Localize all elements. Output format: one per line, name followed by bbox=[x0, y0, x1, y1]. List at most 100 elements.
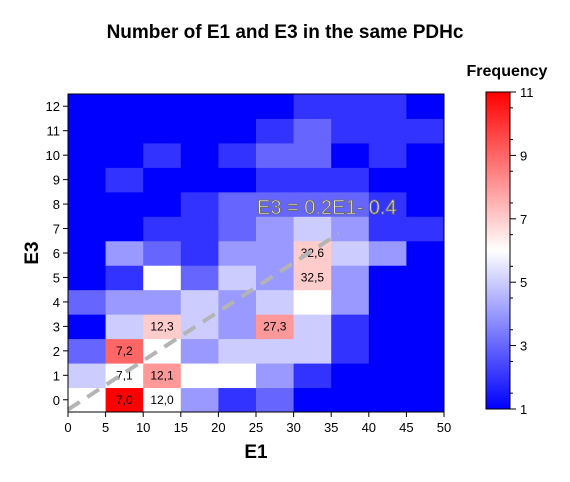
heatmap-cell bbox=[68, 265, 107, 291]
heatmap-cell bbox=[368, 118, 407, 144]
x-tick-label: 30 bbox=[286, 420, 300, 435]
y-tick-label: 12 bbox=[46, 99, 60, 114]
heatmap-cell bbox=[368, 289, 407, 315]
cell-label: 7,0 bbox=[116, 393, 133, 407]
heatmap-cell bbox=[68, 191, 107, 217]
heatmap-cell bbox=[218, 265, 257, 291]
heatmap-cell bbox=[218, 387, 257, 413]
heatmap-cell bbox=[293, 191, 332, 217]
heatmap-cell bbox=[331, 94, 370, 119]
heatmap-cell bbox=[293, 240, 332, 266]
heatmap-cell bbox=[331, 118, 370, 144]
y-tick-label: 9 bbox=[53, 173, 60, 188]
y-tick-label: 1 bbox=[53, 368, 60, 383]
heatmap-cell bbox=[256, 265, 295, 291]
heatmap-cell bbox=[218, 363, 257, 389]
heatmap-cell bbox=[368, 265, 407, 291]
y-axis-label: E3 bbox=[22, 241, 43, 264]
heatmap-cell bbox=[68, 363, 107, 389]
heatmap-cell bbox=[368, 167, 407, 193]
heatmap-cell bbox=[256, 94, 295, 119]
heatmap-cell bbox=[406, 216, 445, 242]
heatmap-cell bbox=[218, 167, 257, 193]
heatmap-cell bbox=[368, 216, 407, 242]
heatmap-cell bbox=[256, 338, 295, 364]
heatmap-cell bbox=[218, 94, 257, 119]
heatmap-cell bbox=[293, 363, 332, 389]
heatmap-cell bbox=[293, 167, 332, 193]
x-tick-label: 25 bbox=[249, 420, 263, 435]
heatmap-cell bbox=[105, 142, 144, 168]
x-tick-label: 15 bbox=[174, 420, 188, 435]
heatmap-cell bbox=[105, 387, 144, 413]
heatmap-cell bbox=[218, 142, 257, 168]
heatmap-cell bbox=[331, 240, 370, 266]
heatmap-cell bbox=[68, 314, 107, 340]
heatmap-cell bbox=[256, 387, 295, 413]
heatmap-cell bbox=[143, 338, 182, 364]
cell-label: 12,0 bbox=[150, 393, 174, 407]
heatmap-cell bbox=[105, 167, 144, 193]
x-axis: 0 5 10 15 20 25 30 35 40 45 50 bbox=[64, 412, 451, 435]
colorbar-tick-label: 9 bbox=[520, 148, 527, 163]
heatmap-cell bbox=[218, 240, 257, 266]
heatmap-cell bbox=[293, 142, 332, 168]
x-tick-label: 20 bbox=[211, 420, 225, 435]
heatmap-cell bbox=[406, 387, 445, 413]
heatmap-cell bbox=[180, 216, 219, 242]
heatmap-cell bbox=[180, 314, 219, 340]
chart-title: Number of E1 and E3 in the same PDHc bbox=[106, 22, 464, 43]
heatmap-cell bbox=[256, 314, 295, 340]
heatmap-cell bbox=[180, 265, 219, 291]
colorbar bbox=[485, 91, 511, 410]
heatmap-cell bbox=[368, 387, 407, 413]
heatmap-cell bbox=[105, 118, 144, 144]
colorbar-tick-label: 3 bbox=[520, 339, 527, 354]
y-tick-label: 5 bbox=[53, 270, 60, 285]
heatmap-cell bbox=[406, 338, 445, 364]
heatmap-cell bbox=[180, 167, 219, 193]
heatmap-cell bbox=[218, 289, 257, 315]
heatmap-cell bbox=[180, 289, 219, 315]
colorbar-tick-label: 7 bbox=[520, 212, 527, 227]
heatmap-cell bbox=[368, 94, 407, 119]
y-tick-label: 4 bbox=[53, 295, 60, 310]
heatmap-cell bbox=[180, 142, 219, 168]
heatmap-cell bbox=[105, 265, 144, 291]
heatmap-cell bbox=[68, 338, 107, 364]
colorbar-title: Frequency bbox=[466, 63, 548, 80]
heatmap-cell bbox=[406, 167, 445, 193]
heatmap-cell bbox=[218, 191, 257, 217]
heatmap-cell bbox=[406, 289, 445, 315]
heatmap-cell bbox=[293, 216, 332, 242]
x-tick-label: 45 bbox=[399, 420, 413, 435]
heatmap-cell bbox=[68, 94, 107, 119]
cell-label: 27,3 bbox=[263, 319, 287, 333]
x-tick-label: 10 bbox=[136, 420, 150, 435]
heatmap-cell bbox=[406, 142, 445, 168]
heatmap-cell bbox=[143, 240, 182, 266]
heatmap-cell bbox=[406, 314, 445, 340]
heatmap-cell bbox=[68, 240, 107, 266]
heatmap-cell bbox=[331, 265, 370, 291]
y-tick-label: 10 bbox=[46, 148, 60, 163]
y-tick-label: 8 bbox=[53, 197, 60, 212]
heatmap-cell bbox=[143, 387, 182, 413]
heatmap-cell bbox=[293, 387, 332, 413]
y-tick-label: 6 bbox=[53, 246, 60, 261]
heatmap-cell bbox=[406, 265, 445, 291]
heatmap-cell bbox=[293, 265, 332, 291]
heatmap-cell bbox=[331, 167, 370, 193]
heatmap-cell bbox=[105, 191, 144, 217]
heatmap-cell bbox=[331, 191, 370, 217]
heatmap-cell bbox=[218, 216, 257, 242]
heatmap-cell bbox=[293, 289, 332, 315]
y-tick-label: 0 bbox=[53, 393, 60, 408]
cell-label: 32,5 bbox=[301, 270, 325, 284]
heatmap-cell bbox=[368, 240, 407, 266]
x-tick-label: 5 bbox=[102, 420, 109, 435]
heatmap-cell bbox=[406, 118, 445, 144]
colorbar-tick-label: 1 bbox=[520, 402, 527, 417]
